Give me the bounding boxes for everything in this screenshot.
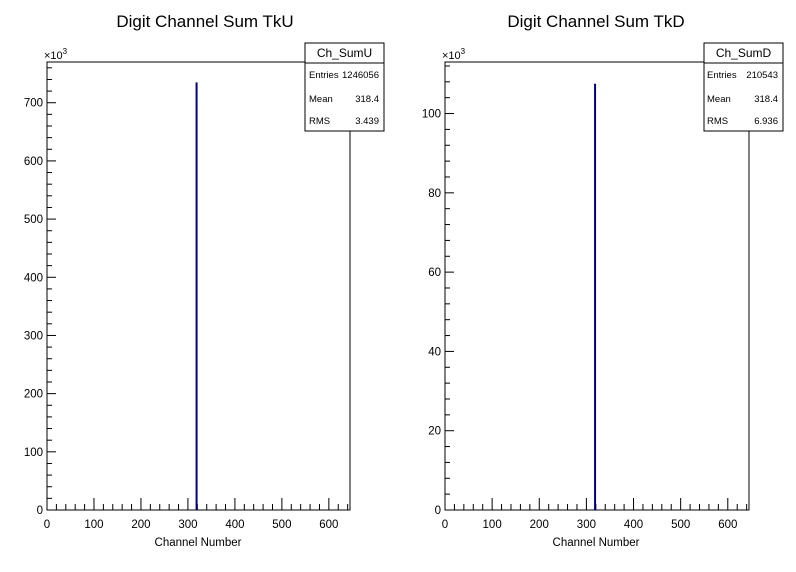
y-exponent-label: ×103 (44, 47, 68, 62)
stats-name: Ch_SumD (716, 46, 772, 60)
x-tick-label: 0 (442, 519, 448, 531)
x-tick-label: 600 (718, 519, 737, 531)
x-tick-label: 600 (319, 519, 338, 531)
stats-box: Ch_SumU Entries 1246056 Mean 318.4 RMS 3… (304, 42, 385, 132)
y-tick-label: 40 (428, 346, 441, 358)
histogram-pad-tku: Digit Channel Sum TkU 0 100 200 300 400 500 60… (24, 12, 385, 549)
y-tick-label: 500 (24, 214, 43, 226)
stats-row-label: RMS (707, 116, 728, 127)
stats-row-value: 3.439 (355, 116, 379, 127)
x-tick-label: 100 (84, 519, 103, 531)
axis-ticks: 0 100 200 300 400 500 600 0 20 40 60 80 100 (422, 65, 748, 531)
x-tick-label: 300 (577, 519, 596, 531)
x-axis-label: Channel Number (155, 537, 242, 549)
y-tick-label: 80 (428, 188, 441, 200)
x-tick-label: 200 (131, 519, 150, 531)
y-exponent-power: 3 (63, 47, 68, 56)
x-tick-label: 300 (178, 519, 197, 531)
stats-row-value: 1246056 (342, 70, 379, 81)
y-tick-label: 300 (24, 330, 43, 342)
stats-box-frame (703, 42, 784, 132)
x-tick-label: 400 (225, 519, 244, 531)
axis-ticks: 0 100 200 300 400 500 600 0 100 200 300 400 500 600 70… (24, 67, 349, 531)
y-exponent-base: ×10 (44, 50, 63, 62)
y-tick-label: 600 (24, 156, 43, 168)
chart-title: Digit Channel Sum TkU (116, 12, 293, 31)
x-tick-label: 500 (671, 519, 690, 531)
y-exponent-base: ×10 (442, 50, 461, 62)
stats-row-label: RMS (309, 116, 330, 127)
y-tick-label: 100 (422, 109, 441, 121)
y-tick-label: 400 (24, 272, 43, 284)
y-tick-label: 200 (24, 389, 43, 401)
y-tick-label: 20 (428, 426, 441, 438)
plot-frame (444, 61, 750, 511)
stats-row-label: Entries (309, 70, 339, 81)
x-tick-label: 0 (44, 519, 50, 531)
stats-row-value: 210543 (746, 70, 778, 81)
y-exponent-power: 3 (461, 47, 466, 56)
y-tick-label: 0 (435, 505, 441, 517)
x-tick-label: 200 (530, 519, 549, 531)
stats-row-value: 318.4 (355, 94, 379, 105)
stats-row-value: 6.936 (754, 116, 778, 127)
x-tick-label: 100 (483, 519, 502, 531)
stats-row-label: Entries (707, 70, 737, 81)
plot-frame (46, 61, 351, 511)
x-tick-label: 400 (624, 519, 643, 531)
stats-row-label: Mean (707, 94, 731, 105)
y-tick-label: 700 (24, 98, 43, 110)
stats-row-value: 318.4 (754, 94, 778, 105)
x-tick-label: 500 (272, 519, 291, 531)
y-tick-label: 0 (37, 505, 43, 517)
stats-box-frame (304, 42, 385, 132)
stats-row-label: Mean (309, 94, 333, 105)
y-tick-label: 100 (24, 447, 43, 459)
chart-title: Digit Channel Sum TkD (507, 12, 684, 31)
stats-name: Ch_SumU (317, 46, 372, 60)
y-exponent-label: ×103 (442, 47, 466, 62)
histogram-pad-tkd: Digit Channel Sum TkD 0 100 200 300 400 500 60… (422, 12, 784, 549)
y-tick-label: 60 (428, 267, 441, 279)
x-axis-label: Channel Number (553, 537, 640, 549)
stats-box: Ch_SumD Entries 210543 Mean 318.4 RMS 6.… (703, 42, 784, 132)
